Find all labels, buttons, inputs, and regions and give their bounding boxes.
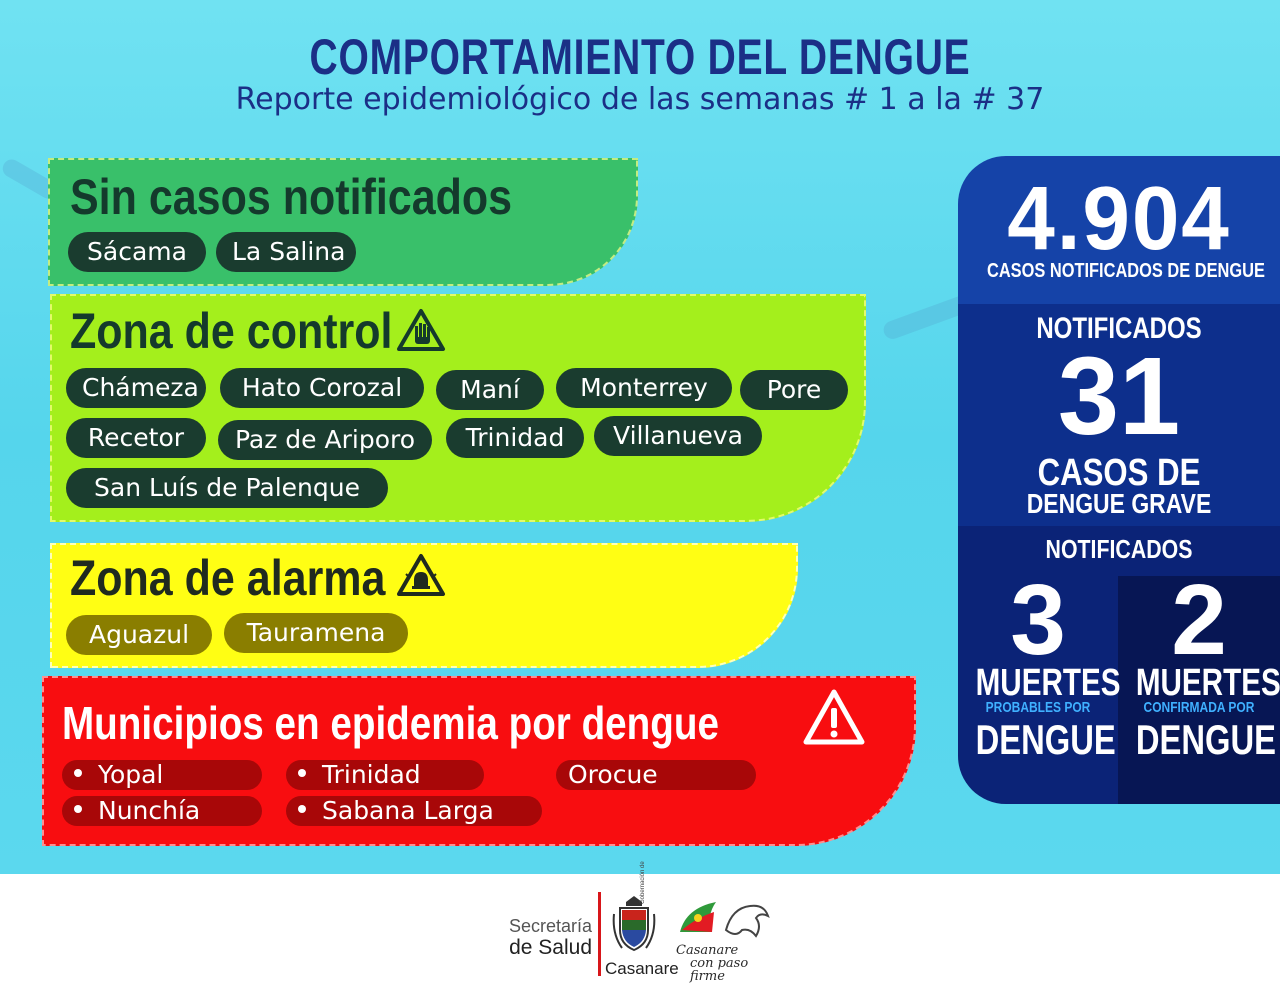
municipio-label: Nunchía	[98, 796, 201, 825]
casanare-logo-icon	[680, 902, 770, 938]
muertes-confirmadas-dengue: DENGUE	[1135, 716, 1276, 763]
municipio-label: Sabana Larga	[322, 796, 494, 825]
bullet-icon	[74, 769, 82, 777]
muertes-probables-sublabel: PROBABLES POR	[985, 699, 1091, 716]
municipio-pill: Nunchía	[62, 796, 262, 826]
muertes-confirmadas-value: 2	[1171, 564, 1227, 676]
zona-control-title: Zona de control	[70, 303, 393, 359]
grave-cases-label: CASOS DE	[1037, 452, 1201, 494]
municipio-pill: Yopal	[62, 760, 262, 790]
page-subtitle: Reporte epidemiológico de las semanas # …	[235, 82, 1045, 117]
municipio-pill: Orocue	[556, 760, 756, 790]
casanare-label: Casanare	[605, 959, 679, 978]
zona-alarma-title: Zona de alarma	[70, 550, 386, 606]
panel-epidemia: Municipios en epidemia por dengue Yopal …	[42, 676, 916, 846]
municipio-pill: Tauramena	[224, 613, 408, 653]
municipio-pill: Recetor	[66, 418, 206, 458]
municipio-pill: Maní	[436, 370, 544, 410]
stats-column: 4.904 CASOS NOTIFICADOS DE DENGUE NOTIFI…	[958, 156, 1280, 804]
alarm-warning-icon	[397, 554, 445, 596]
gobernacion-small-label: Gobernación de	[640, 861, 646, 904]
municipio-label: Yopal	[98, 760, 164, 789]
slogan: Casanare con paso firme	[676, 944, 776, 983]
stat-total-box	[958, 156, 1280, 304]
footer: Secretaría de Salud Gobernación de Casan…	[0, 861, 1280, 997]
municipio-label: Orocue	[568, 760, 658, 789]
muertes-notificados-label: NOTIFICADOS	[1045, 534, 1193, 564]
panel-sin-casos: Sin casos notificados Sácama La Salina	[48, 158, 638, 286]
municipio-pill: Sácama	[68, 232, 206, 272]
stat-muertes-header	[958, 526, 1280, 576]
municipio-pill: Chámeza	[66, 368, 206, 408]
municipio-pill: Paz de Ariporo	[218, 420, 432, 460]
grave-cases-value: 31	[1057, 335, 1181, 458]
bullet-icon	[298, 805, 306, 813]
municipio-pill: Aguazul	[66, 615, 212, 655]
slogan-line-1: Casanare	[676, 943, 739, 958]
sin-casos-title: Sin casos notificados	[70, 169, 513, 225]
grave-notificados-label: NOTIFICADOS	[1036, 312, 1202, 345]
de-salud-label: de Salud	[509, 936, 592, 959]
municipio-pill: Hato Corozal	[220, 368, 424, 408]
municipio-pill: Sabana Larga	[286, 796, 542, 826]
coat-of-arms-icon	[612, 896, 656, 952]
muertes-probables-dengue: DENGUE	[975, 716, 1116, 763]
secretaria-label: Secretaría	[508, 916, 592, 936]
municipio-pill: Trinidad	[446, 418, 584, 458]
footer-divider	[598, 892, 601, 976]
page-title: COMPORTAMIENTO DEL DENGUE	[309, 29, 971, 85]
muertes-probables-label: MUERTES	[975, 662, 1121, 704]
municipio-pill: Villanueva	[594, 416, 762, 456]
panel-zona-alarma: Zona de alarma Aguazul Tauramena	[50, 543, 798, 668]
muertes-confirmadas-sublabel: CONFIRMADA POR	[1143, 699, 1255, 716]
grave-cases-sublabel: DENGUE GRAVE	[1026, 488, 1212, 519]
total-cases-value: 4.904	[1007, 169, 1231, 269]
exclamation-warning-icon	[803, 689, 865, 745]
municipio-pill: La Salina	[216, 232, 356, 272]
muertes-probables-value: 3	[1010, 564, 1066, 676]
hand-warning-icon	[397, 309, 445, 351]
municipio-pill: Pore	[740, 370, 848, 410]
epidemia-title: Municipios en epidemia por dengue	[62, 697, 719, 749]
municipio-label: Trinidad	[322, 760, 421, 789]
total-cases-label: CASOS NOTIFICADOS DE DENGUE	[986, 260, 1265, 282]
municipio-pill: Trinidad	[286, 760, 484, 790]
municipio-pill: Monterrey	[556, 368, 732, 408]
municipio-pill: San Luís de Palenque	[66, 468, 388, 508]
muertes-confirmadas-label: MUERTES	[1135, 662, 1280, 704]
panel-zona-control: Zona de control Chámeza Hato Corozal Man…	[50, 294, 866, 522]
bullet-icon	[74, 805, 82, 813]
slogan-line-2: con paso firme	[690, 956, 749, 984]
poster: COMPORTAMIENTO DEL DENGUE Reporte epidem…	[0, 0, 1280, 874]
bullet-icon	[298, 769, 306, 777]
